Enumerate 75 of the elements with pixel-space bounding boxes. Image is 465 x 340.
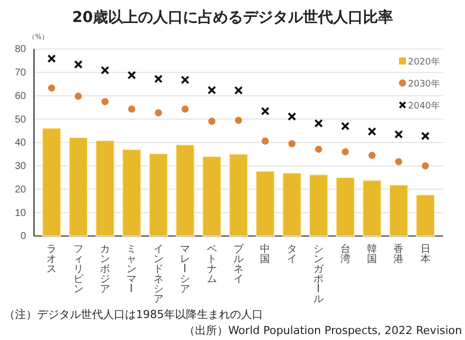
x-tick-label: 中国	[260, 243, 270, 265]
x-tick-label: ラオス	[46, 244, 57, 275]
y-tick-label: 30	[14, 161, 26, 172]
bar	[282, 172, 302, 236]
x-tick-label: カンボジア	[100, 244, 110, 295]
point	[128, 106, 136, 113]
bar	[202, 156, 222, 236]
bar	[229, 154, 248, 236]
x-tick-label: ミャンマー	[124, 244, 137, 293]
bar	[122, 149, 142, 236]
legend-label: 2040年	[408, 100, 440, 112]
point	[395, 158, 402, 166]
bar	[416, 194, 435, 236]
point	[234, 86, 243, 95]
point	[48, 84, 56, 92]
y-tick-label: 10	[14, 208, 26, 219]
point	[340, 122, 350, 130]
bar	[362, 180, 382, 236]
bar	[389, 184, 408, 236]
point	[47, 54, 56, 63]
point	[260, 106, 270, 116]
point	[315, 146, 322, 153]
point	[180, 76, 190, 84]
point	[101, 98, 109, 106]
point	[208, 86, 216, 94]
point	[288, 112, 296, 121]
point	[314, 119, 323, 128]
bar	[42, 128, 62, 236]
y-tick-label: 80	[14, 44, 26, 56]
y-tick-label: 40	[14, 138, 26, 149]
legend-label: 2020年	[408, 56, 440, 68]
bar	[256, 170, 275, 236]
point	[394, 130, 403, 139]
x-tick-label: ベトナム	[206, 244, 217, 285]
text: （出所）World Population Prospects, 2022 Revision	[184, 324, 462, 337]
point	[154, 74, 163, 84]
point	[74, 92, 82, 100]
x-tick-label: インドネシア	[153, 244, 164, 305]
y-tick-label: 60	[14, 90, 26, 102]
point	[422, 162, 429, 170]
y-tick-label: 20	[14, 184, 26, 196]
point	[262, 138, 269, 145]
bar	[148, 153, 168, 236]
chart-title: 20歳以上の人口に占めるデジタル世代人口比率	[72, 8, 393, 26]
x-tick-label: 日本	[420, 244, 430, 265]
x-tick-label: 韓国	[366, 243, 377, 265]
y-tick-label: 50	[14, 114, 26, 126]
x-tick-label: シンガポール	[312, 244, 325, 305]
x-tick-label: 台湾	[340, 243, 350, 265]
x-tick-label: タイ	[286, 244, 297, 265]
point	[100, 66, 110, 75]
bar	[309, 174, 328, 236]
bar	[176, 144, 195, 236]
point	[208, 118, 216, 125]
point	[74, 60, 83, 69]
point	[234, 116, 242, 124]
x-tick-label: マレーシア	[178, 244, 190, 295]
y-tick-label: 70	[14, 68, 26, 79]
point	[368, 152, 376, 159]
point	[288, 140, 296, 148]
point	[154, 109, 162, 116]
x-tick-label: 香港	[394, 243, 404, 265]
point	[182, 106, 189, 113]
bar	[336, 177, 355, 236]
x-tick-label: フィリピン	[73, 244, 84, 295]
point	[342, 148, 349, 156]
point	[127, 70, 136, 80]
point	[368, 127, 376, 136]
y-tick-label: 0	[20, 231, 26, 242]
legend-label: 2030年	[408, 78, 440, 90]
text: （注）デジタル世代人口は1985年以降生まれの人口	[4, 308, 263, 321]
bar	[96, 140, 114, 236]
point	[421, 132, 430, 140]
bar	[68, 137, 88, 236]
x-tick-label: ブルネイ	[234, 243, 244, 285]
